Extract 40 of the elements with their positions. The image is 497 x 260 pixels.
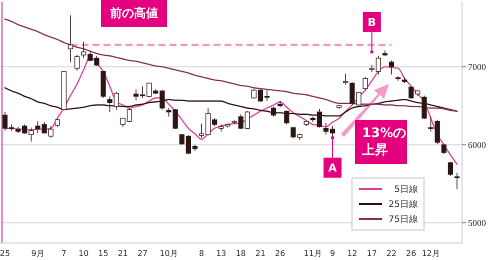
- candlestick: [441, 144, 446, 154]
- x-tick-label: 27: [137, 249, 148, 258]
- x-tick-label: 17: [366, 249, 377, 258]
- candlestick: [388, 60, 394, 75]
- x-tick-label: 26: [275, 249, 286, 258]
- candlestick: [395, 76, 401, 82]
- x-tick-label: 11月: [304, 249, 322, 258]
- x-tick-label: 12: [347, 249, 358, 258]
- y-tick-label: 5000: [468, 218, 486, 228]
- line-series: [4, 18, 458, 112]
- x-tick-label: 10: [78, 249, 89, 258]
- x-tick-label: 12月: [422, 249, 440, 258]
- x-tick-label: 9: [330, 249, 336, 258]
- candlestick: [448, 161, 454, 176]
- x-tick-label: 21: [255, 249, 266, 258]
- x-tick-label: 10月: [160, 249, 178, 258]
- x-tick-label: 8: [198, 249, 204, 258]
- annotation: B: [368, 16, 376, 29]
- y-tick-label: 6000: [468, 140, 486, 150]
- x-tick-label: 7: [61, 249, 67, 258]
- candlestick: [343, 73, 348, 86]
- x-tick-label: 13: [216, 249, 226, 258]
- x-tick-label: 21: [118, 249, 128, 258]
- annotation: 13%の上昇: [361, 126, 406, 158]
- x-tick-label: 9月: [31, 249, 44, 258]
- x-tick-label: 22: [386, 249, 397, 258]
- ref-line-label: 前の高値: [109, 6, 158, 20]
- y-tick-label: 7000: [468, 62, 486, 72]
- x-tick-label: 18: [236, 249, 246, 258]
- x-tick-label: 25: [0, 249, 10, 258]
- candlestick: [454, 172, 460, 190]
- candlestick: [362, 76, 368, 91]
- legend-label: 25日線: [388, 199, 418, 210]
- annotation: A: [328, 162, 338, 175]
- legend-label: 75日線: [388, 214, 418, 226]
- legend-label: 5日線: [394, 184, 418, 196]
- x-tick-label: 15: [98, 249, 108, 258]
- x-tick-label: 26: [406, 249, 416, 258]
- candlestick: [74, 54, 80, 72]
- candlestick: [68, 14, 74, 62]
